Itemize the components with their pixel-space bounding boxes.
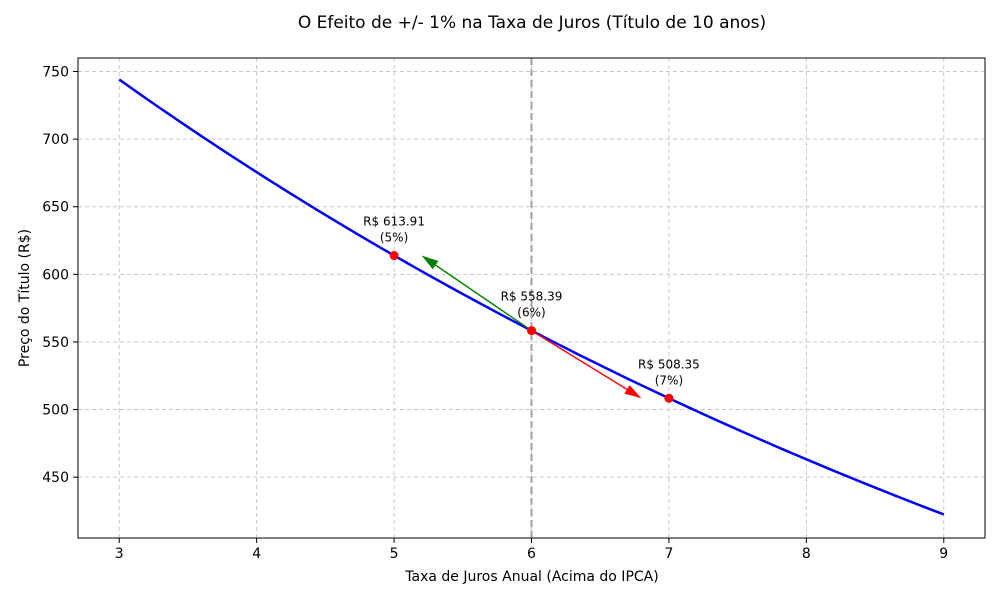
- y-tick-label: 750: [42, 65, 69, 81]
- point-rate-label: (7%): [655, 373, 683, 387]
- chart-title: O Efeito de +/- 1% na Taxa de Juros (Tít…: [298, 13, 766, 33]
- point-price-label: R$ 558.39: [501, 290, 563, 304]
- x-tick-label: 9: [939, 546, 948, 562]
- y-tick-label: 650: [42, 200, 69, 216]
- price-point: [389, 251, 399, 261]
- x-tick-label: 8: [802, 546, 811, 562]
- change-arrow-shaft: [435, 264, 532, 332]
- x-ticks: 3 4 5 6 7 8 9: [115, 538, 948, 562]
- x-tick-label: 5: [390, 546, 399, 562]
- change-arrow-head: [421, 255, 439, 270]
- y-tick-label: 550: [42, 335, 69, 351]
- x-tick-label: 7: [664, 546, 673, 562]
- point-price-label: R$ 508.35: [638, 357, 700, 371]
- x-tick-label: 4: [252, 546, 261, 562]
- y-ticks: 450 500 550 600 650 700 750: [42, 65, 78, 486]
- change-arrow-shaft: [531, 330, 628, 390]
- point-rate-label: (6%): [517, 306, 545, 320]
- y-axis-label: Preço do Título (R$): [17, 229, 33, 367]
- arrows-layer: [421, 255, 642, 399]
- point-rate-label: (5%): [380, 231, 408, 245]
- x-axis-label: Taxa de Juros Anual (Acima do IPCA): [404, 569, 658, 585]
- annotations-layer: R$ 613.91 (5%) R$ 558.39 (6%) R$ 508.35 (7%): [363, 215, 700, 388]
- y-tick-label: 700: [42, 132, 69, 148]
- x-tick-label: 6: [527, 546, 536, 562]
- y-tick-label: 450: [42, 470, 69, 486]
- x-tick-label: 3: [115, 546, 124, 562]
- points-layer: [389, 251, 674, 403]
- point-price-label: R$ 613.91: [363, 215, 425, 229]
- y-tick-label: 500: [42, 403, 69, 419]
- y-tick-label: 600: [42, 267, 69, 283]
- price-point: [664, 393, 674, 403]
- price-point: [527, 326, 536, 336]
- change-arrow-head: [624, 385, 642, 399]
